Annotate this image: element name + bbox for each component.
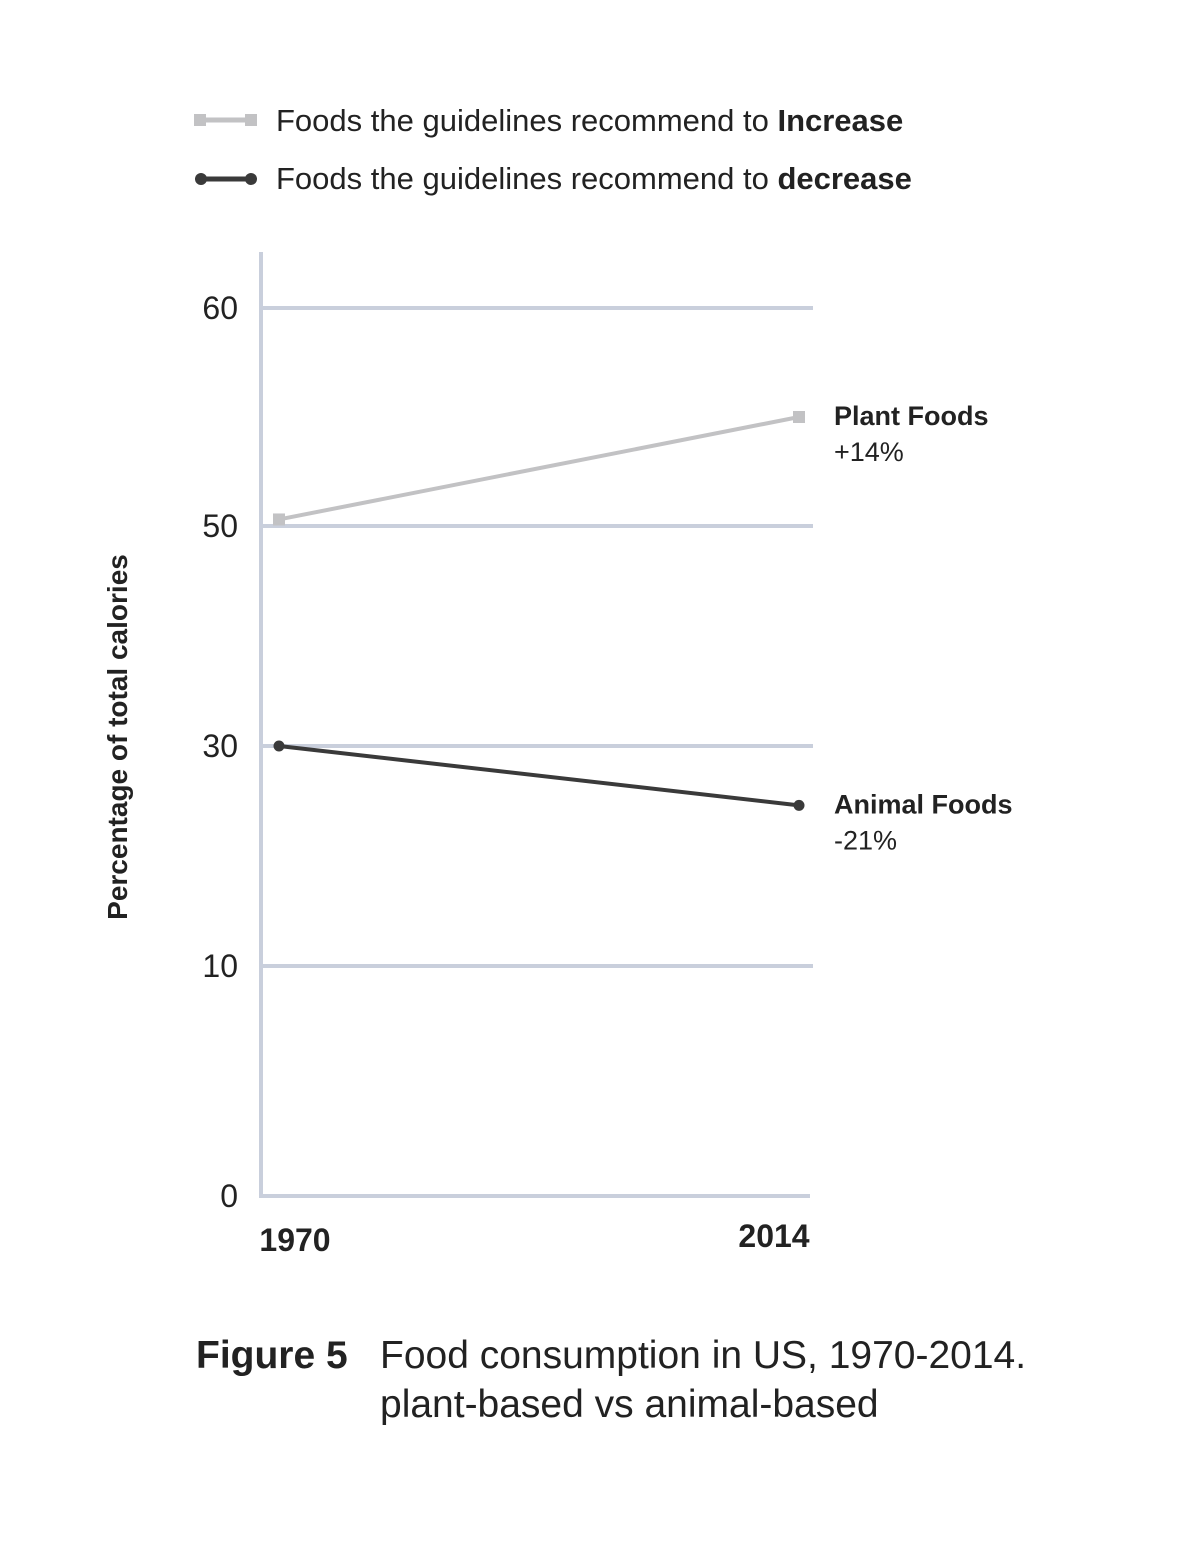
- y-tick-label: 30: [202, 728, 238, 764]
- x-tick-labels: 1970 2014: [259, 1218, 809, 1258]
- gridlines: [263, 306, 813, 968]
- legend-label-decrease: Foods the guidelines recommend to decrea…: [276, 161, 912, 196]
- caption-line-1: Food consumption in US, 1970-2014.: [380, 1334, 1026, 1377]
- x-tick-label: 2014: [738, 1218, 809, 1254]
- animal-foods-change-label: -21%: [834, 825, 897, 855]
- plant-foods-point: [793, 411, 805, 423]
- axes: [259, 252, 810, 1198]
- plant-foods-label: Plant Foods: [834, 401, 989, 431]
- animal-foods-point: [793, 799, 805, 811]
- end-labels: Plant Foods +14% Animal Foods -21%: [834, 401, 1013, 855]
- x-tick-label: 1970: [259, 1222, 330, 1258]
- caption-label: Figure 5: [196, 1334, 348, 1377]
- legend-label-increase: Foods the guidelines recommend to Increa…: [276, 103, 903, 138]
- animal-foods-label: Animal Foods: [834, 789, 1013, 819]
- plant-foods-line: [278, 415, 800, 522]
- plant-foods-point: [273, 513, 285, 526]
- y-tick-label: 50: [202, 508, 238, 544]
- series: [273, 411, 805, 811]
- legend-marker-increase: [194, 114, 257, 126]
- legend-item-decrease: Foods the guidelines recommend to decrea…: [195, 161, 912, 196]
- legend-item-increase: Foods the guidelines recommend to Increa…: [194, 103, 903, 138]
- y-axis-label: Percentage of total calories: [102, 554, 133, 920]
- series-plant-foods: [273, 411, 805, 526]
- series-animal-foods: [273, 740, 805, 811]
- y-tick-label: 0: [220, 1178, 238, 1214]
- y-tick-label: 60: [202, 290, 238, 326]
- animal-foods-line: [278, 744, 800, 808]
- plant-foods-change-label: +14%: [834, 437, 904, 467]
- figure-caption: Figure 5 Food consumption in US, 1970-20…: [196, 1334, 1026, 1426]
- animal-foods-point: [273, 740, 285, 752]
- y-tick-labels: 0 10 30 50 60: [202, 290, 238, 1214]
- legend: Foods the guidelines recommend to Increa…: [194, 103, 912, 196]
- caption-line-2: plant-based vs animal-based: [380, 1383, 879, 1426]
- y-tick-label: 10: [202, 948, 238, 984]
- legend-marker-decrease: [195, 173, 257, 185]
